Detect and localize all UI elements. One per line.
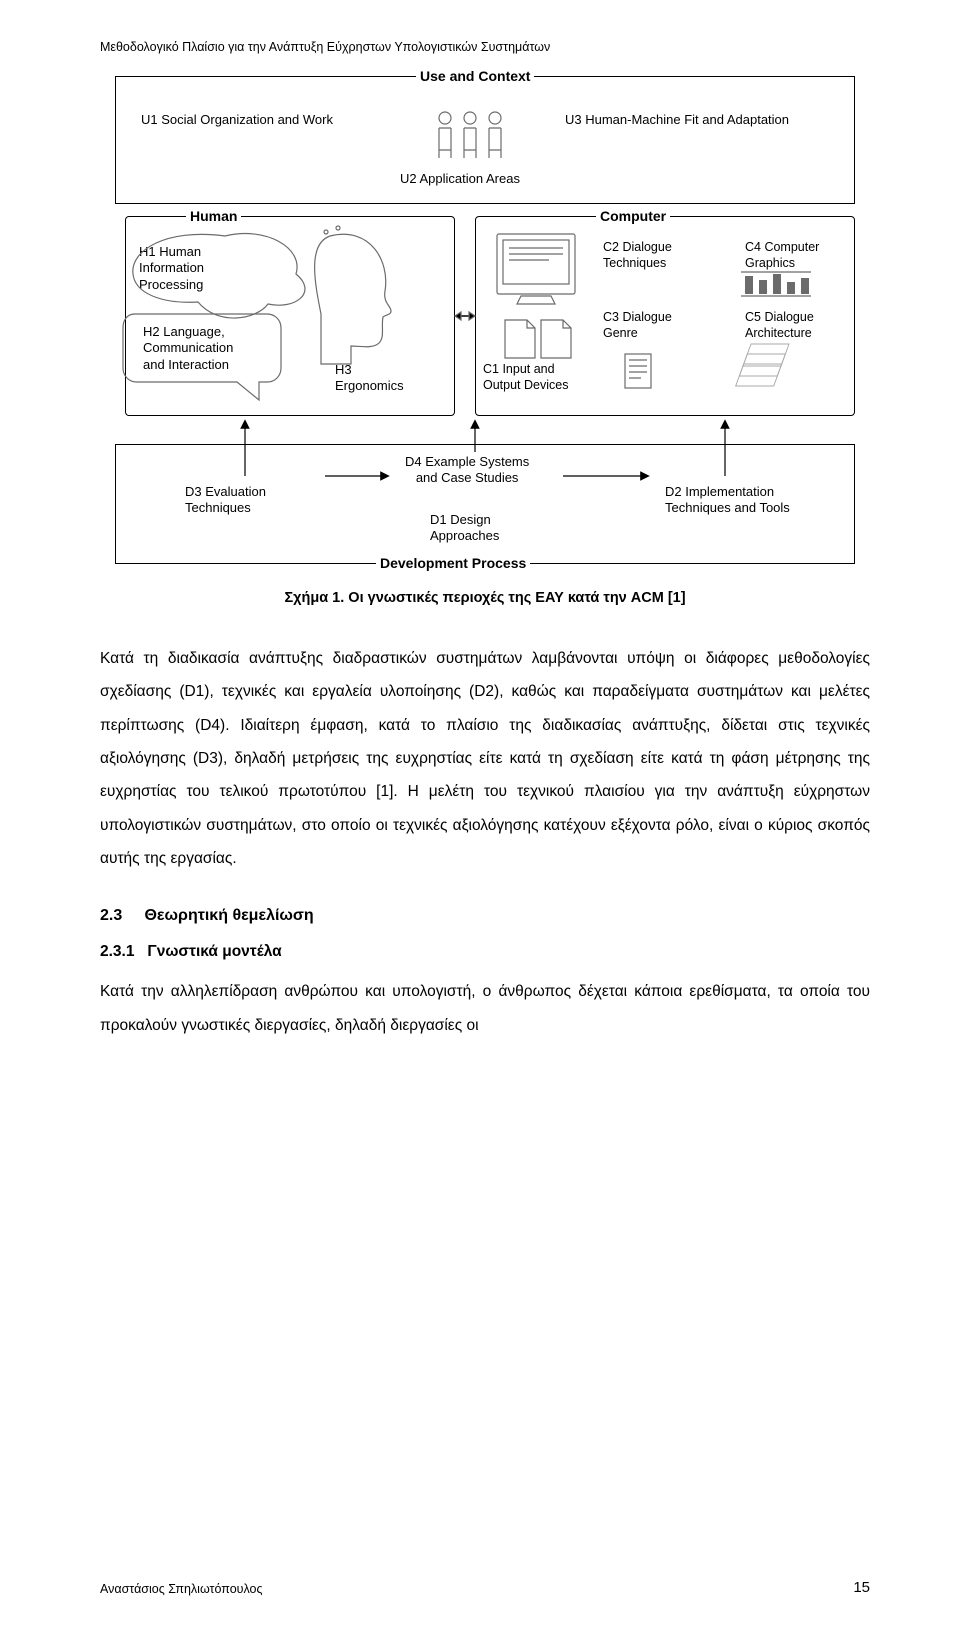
- c2-label: C2 Dialogue Techniques: [603, 240, 672, 271]
- u3-label: U3 Human-Machine Fit and Adaptation: [565, 112, 789, 128]
- subsection-heading: 2.3.1 Γνωστικά μοντέλα: [100, 943, 870, 961]
- section-title: Θεωρητική θεμελίωση: [144, 907, 313, 924]
- computer-label: Computer: [596, 208, 670, 224]
- section-number: 2.3: [100, 907, 122, 924]
- body-paragraph-2: Κατά την αλληλεπίδραση ανθρώπου και υπολ…: [100, 975, 870, 1042]
- body-paragraph-1: Κατά τη διαδικασία ανάπτυξης διαδραστικώ…: [100, 642, 870, 875]
- acm-hci-diagram: Use and Context U1 Social Organization a…: [105, 76, 865, 576]
- h1-label: H1 Human Information Processing: [139, 244, 204, 293]
- u2-label: U2 Application Areas: [400, 171, 520, 187]
- page-footer: Αναστάσιος Σπηλιωτόπουλος 15: [100, 1579, 870, 1596]
- page-number: 15: [853, 1579, 870, 1596]
- c5-label: C5 Dialogue Architecture: [745, 310, 814, 341]
- c4-label: C4 Computer Graphics: [745, 240, 819, 271]
- dev-process-label: Development Process: [376, 555, 530, 571]
- figure-caption: Σχήμα 1. Οι γνωστικές περιοχές της ΕΑΥ κ…: [100, 590, 870, 606]
- u1-label: U1 Social Organization and Work: [141, 112, 333, 128]
- c1-label: C1 Input and Output Devices: [483, 362, 568, 393]
- c3-label: C3 Dialogue Genre: [603, 310, 672, 341]
- section-heading: 2.3 Θεωρητική θεμελίωση: [100, 907, 870, 925]
- subsection-number: 2.3.1: [100, 943, 134, 960]
- human-label: Human: [186, 208, 241, 224]
- subsection-title: Γνωστικά μοντέλα: [147, 943, 281, 960]
- d2-label: D2 Implementation Techniques and Tools: [665, 484, 790, 517]
- d3-label: D3 Evaluation Techniques: [185, 484, 266, 517]
- running-header: Μεθοδολογικό Πλαίσιο για την Ανάπτυξη Εύ…: [100, 40, 870, 54]
- d1-label: D1 Design Approaches: [430, 512, 499, 545]
- d4-label: D4 Example Systems and Case Studies: [405, 454, 529, 487]
- use-context-label: Use and Context: [416, 68, 534, 84]
- footer-author: Αναστάσιος Σπηλιωτόπουλος: [100, 1582, 263, 1596]
- h2-label: H2 Language, Communication and Interacti…: [143, 324, 233, 373]
- h3-label: H3 Ergonomics: [335, 362, 404, 395]
